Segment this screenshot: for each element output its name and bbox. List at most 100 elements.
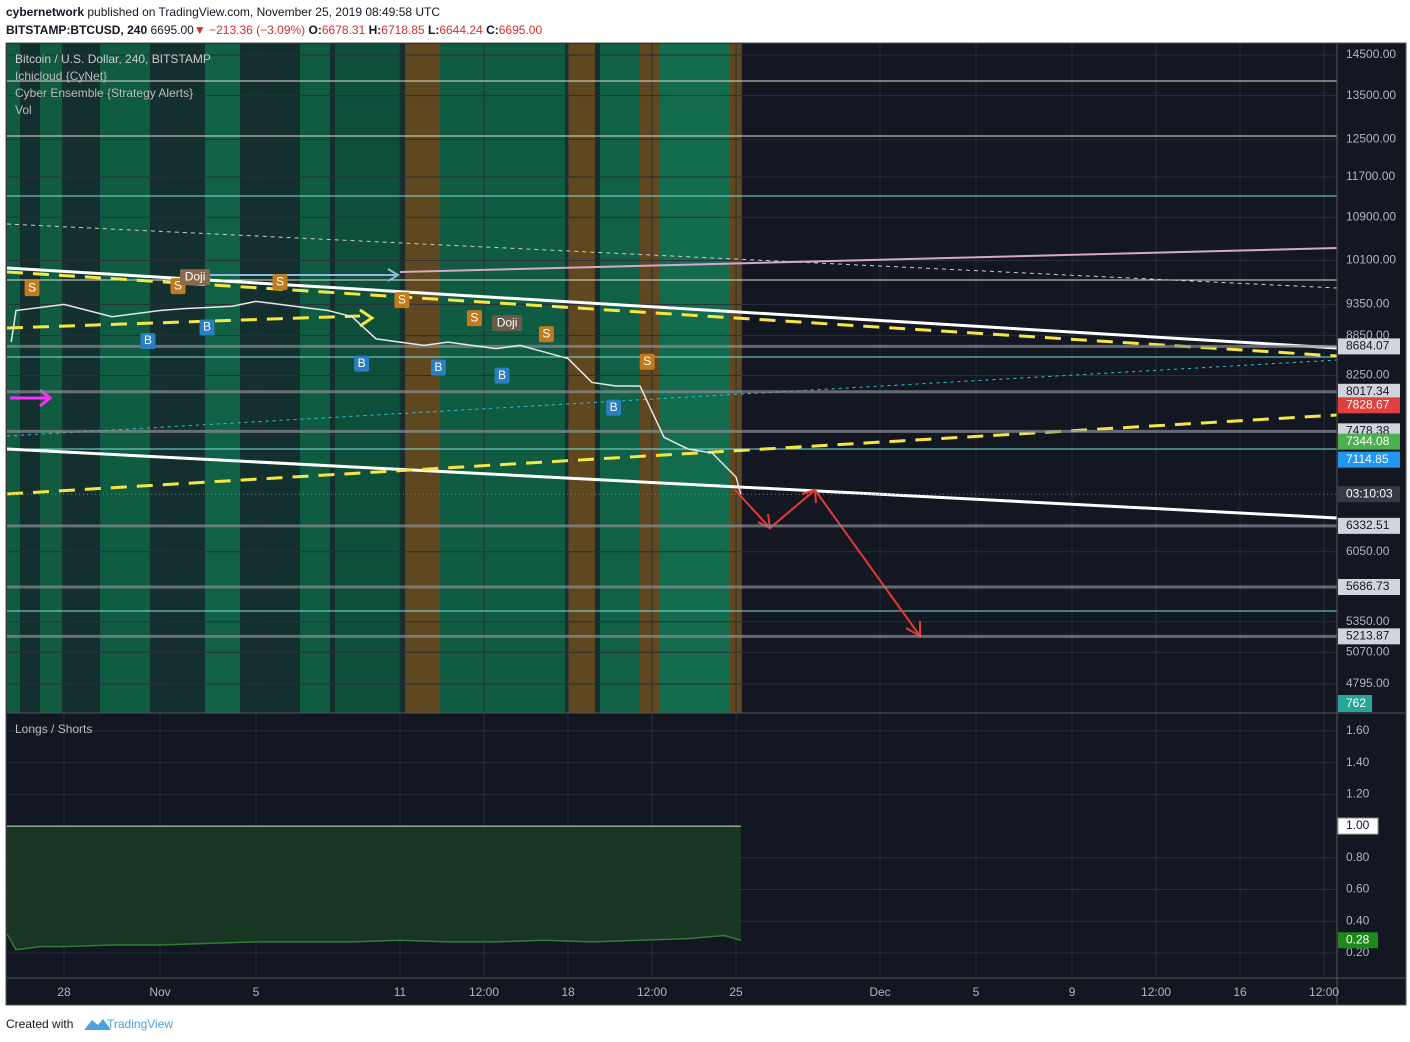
price-label-box [1338, 451, 1400, 468]
signal-marker [394, 292, 410, 309]
y-tick-label: 9350.00 [1346, 297, 1390, 311]
y-tick-label: 0.20 [1346, 945, 1370, 959]
ratio-plot [7, 825, 742, 951]
y-tick-label: 11700.00 [1346, 169, 1395, 183]
price-label-box [1338, 383, 1400, 400]
hline-label-box [1337, 817, 1379, 835]
ohlc-key: L: [428, 23, 440, 37]
signal-label: S [542, 326, 550, 340]
axes: 14500.00 13500.00 12500.00 11700.00 10900.00… [57, 47, 1400, 999]
y-tick-label: 1.60 [1346, 723, 1370, 737]
signal-label: B [358, 356, 366, 370]
ratio-area [7, 826, 741, 950]
y-tick-label: 4795.00 [1346, 676, 1390, 690]
trend-line [7, 270, 1337, 358]
x-tick-label: 12:00 [1141, 985, 1171, 999]
price-label: 8017.34 [1346, 384, 1390, 398]
signal-marker [466, 310, 482, 327]
x-tick-label: Dec [869, 985, 890, 999]
signal-label: B [203, 320, 211, 334]
value-label: 0.28 [1346, 932, 1370, 946]
price-label: 7344.08 [1346, 434, 1390, 448]
band [405, 44, 440, 713]
x-tick-label: Nov [149, 985, 170, 999]
signal-label: B [610, 400, 618, 414]
x-tick-label: 18 [561, 985, 575, 999]
price-label: 5686.73 [1346, 579, 1390, 593]
band [568, 44, 595, 713]
ohlc-key: O: [308, 23, 322, 37]
ohlc: O:6678.31 H:6718.85 L:6644.24 C:6695.00 [309, 23, 543, 37]
y-tick-label: 8250.00 [1346, 368, 1390, 382]
trend-line [7, 413, 1337, 496]
logo [84, 1019, 111, 1030]
volume-label-box [1338, 695, 1372, 712]
band [600, 44, 640, 713]
indicator-label: Vol [15, 103, 32, 117]
footer-text: Created with [6, 1017, 73, 1031]
indicator-label: Cyber Ensemble {Strategy Alerts} [15, 86, 193, 100]
signal-marker [538, 326, 554, 343]
y-tick-label: 10100.00 [1346, 253, 1396, 267]
y-tick-label: 13500.00 [1346, 88, 1396, 102]
price-label-box [1338, 338, 1400, 355]
y-tick-label: 12500.00 [1346, 132, 1396, 146]
indicator-label: Ichicloud {CyNet} [15, 69, 107, 83]
signal-marker [354, 355, 370, 372]
y-tick-label: 1.20 [1346, 787, 1370, 801]
band [335, 44, 400, 713]
ohlc-value: 6678.31 [321, 23, 366, 37]
signal-marker [24, 280, 40, 297]
x-tick-label: 12:00 [1309, 985, 1339, 999]
signal-marker [199, 319, 215, 336]
published: published on TradingView.com, November 2… [87, 5, 441, 19]
change: −213.36 (−3.09%) [209, 23, 306, 37]
signal-marker [492, 315, 523, 332]
trend-line [7, 447, 1337, 520]
ohlc-key: C: [486, 23, 499, 37]
y-tick-label: 6050.00 [1346, 544, 1390, 558]
signal-marker [639, 353, 655, 370]
projection-arrow [734, 488, 921, 637]
arrow [359, 308, 375, 328]
countdown: 03:10:03 [1346, 486, 1393, 500]
value-label-box [1338, 932, 1378, 949]
y-tick-label: 1.40 [1346, 755, 1370, 769]
signal-label: Doji [497, 315, 518, 329]
band [100, 44, 150, 713]
signal-label: B [144, 333, 152, 347]
ohlc-value: 6644.24 [439, 23, 483, 37]
ohlc-key: H: [368, 23, 382, 37]
hline-label: 1.00 [1346, 818, 1370, 832]
signal-label: S [174, 278, 182, 292]
footer-brand: TradingView [107, 1017, 173, 1031]
band [660, 44, 730, 713]
price-label: 7828.67 [1346, 397, 1390, 411]
y-tick-label: 0.40 [1346, 913, 1370, 927]
author: cybernetwork [6, 5, 85, 19]
signal-marker [180, 269, 211, 286]
signal-marker [606, 399, 622, 416]
signal-label: Doji [185, 269, 206, 283]
y-tick-label: 8850.00 [1346, 328, 1390, 342]
ohlc-value: 6718.85 [381, 23, 425, 37]
price-label-box [1338, 433, 1400, 450]
symbol: BITSTAMP:BTCUSD, 240 [6, 23, 148, 37]
x-tick-label: 12:00 [469, 985, 499, 999]
price-line [10, 300, 742, 495]
volume-label: 762 [1346, 696, 1366, 710]
band [205, 44, 240, 713]
price-label: 5213.87 [1346, 629, 1390, 643]
band [300, 44, 330, 713]
signal-marker [494, 367, 510, 384]
trend-line [7, 314, 361, 330]
band [40, 44, 62, 713]
grid [7, 44, 1337, 713]
signal-label: B [434, 360, 442, 374]
arrow: ▼ [193, 23, 206, 37]
trend-line [399, 247, 1337, 273]
signal-label: S [276, 274, 284, 288]
x-tick-label: 16 [1233, 985, 1247, 999]
